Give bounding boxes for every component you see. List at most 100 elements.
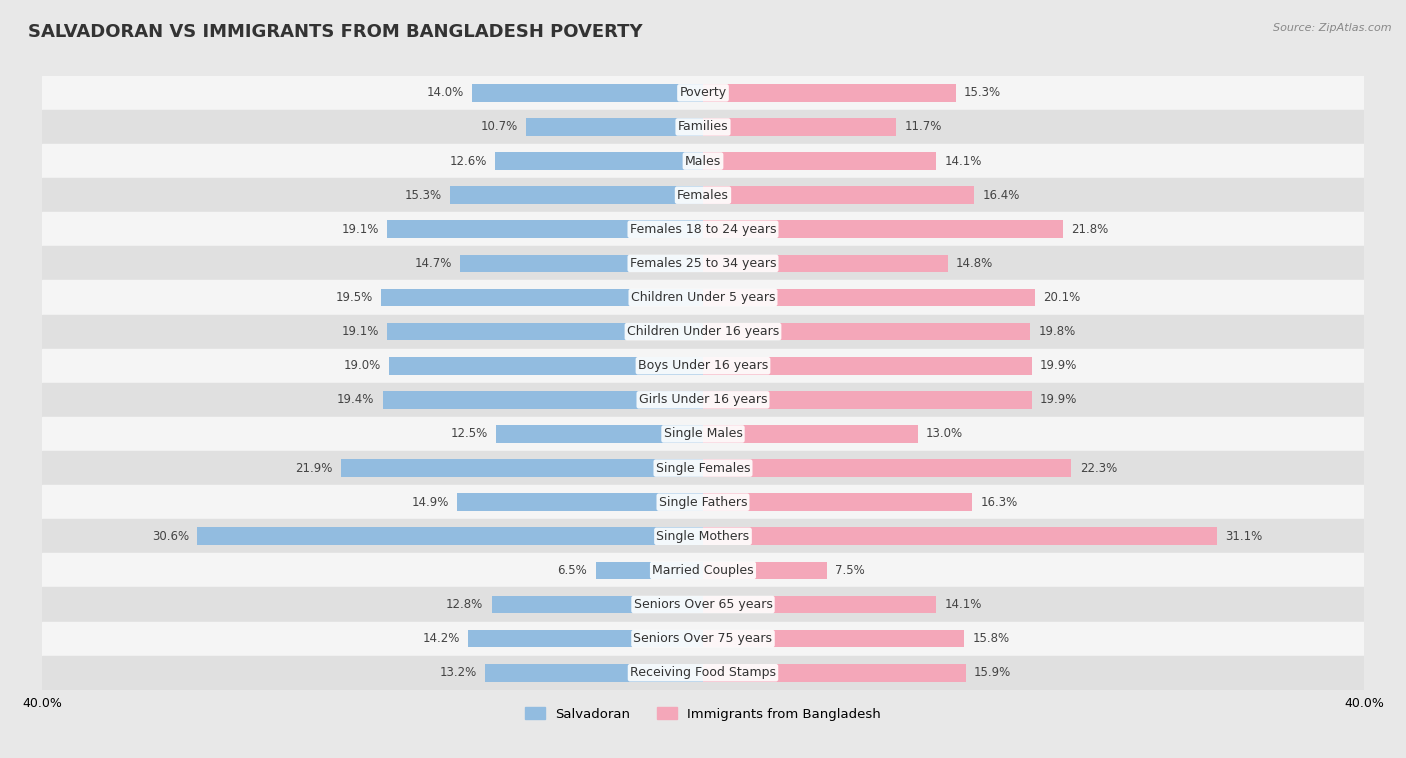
Bar	[42, 383, 1364, 417]
Bar	[42, 553, 1364, 587]
Bar	[42, 587, 1364, 622]
Bar	[703, 323, 1031, 340]
Bar	[471, 84, 703, 102]
Bar	[703, 221, 1063, 238]
Bar	[389, 357, 703, 374]
Text: 19.9%: 19.9%	[1040, 393, 1077, 406]
Bar	[42, 349, 1364, 383]
Bar	[703, 425, 918, 443]
Bar	[42, 76, 1364, 110]
Text: 12.8%: 12.8%	[446, 598, 484, 611]
Text: 19.0%: 19.0%	[343, 359, 381, 372]
Bar	[388, 323, 703, 340]
Bar	[42, 417, 1364, 451]
Bar	[42, 178, 1364, 212]
Text: 20.1%: 20.1%	[1043, 291, 1081, 304]
Bar	[450, 186, 703, 204]
Text: Children Under 5 years: Children Under 5 years	[631, 291, 775, 304]
Bar	[703, 186, 974, 204]
Bar	[526, 118, 703, 136]
Text: Seniors Over 65 years: Seniors Over 65 years	[634, 598, 772, 611]
Text: Single Mothers: Single Mothers	[657, 530, 749, 543]
Text: 15.3%: 15.3%	[965, 86, 1001, 99]
Bar	[703, 528, 1216, 545]
Legend: Salvadoran, Immigrants from Bangladesh: Salvadoran, Immigrants from Bangladesh	[520, 702, 886, 726]
Text: 14.9%: 14.9%	[411, 496, 449, 509]
Bar	[42, 485, 1364, 519]
Bar	[42, 246, 1364, 280]
Bar	[42, 144, 1364, 178]
Text: Females: Females	[678, 189, 728, 202]
Text: 19.1%: 19.1%	[342, 325, 380, 338]
Bar	[703, 459, 1071, 477]
Text: 22.3%: 22.3%	[1080, 462, 1116, 475]
Text: 14.1%: 14.1%	[945, 155, 981, 168]
Text: 11.7%: 11.7%	[904, 121, 942, 133]
Text: Children Under 16 years: Children Under 16 years	[627, 325, 779, 338]
Bar	[42, 280, 1364, 315]
Bar	[703, 289, 1035, 306]
Text: 13.0%: 13.0%	[927, 428, 963, 440]
Text: Single Fathers: Single Fathers	[659, 496, 747, 509]
Bar	[42, 656, 1364, 690]
Bar	[703, 152, 936, 170]
Bar	[703, 596, 936, 613]
Text: Boys Under 16 years: Boys Under 16 years	[638, 359, 768, 372]
Text: 21.8%: 21.8%	[1071, 223, 1109, 236]
Bar	[342, 459, 703, 477]
Bar	[388, 221, 703, 238]
Text: 19.4%: 19.4%	[337, 393, 374, 406]
Bar	[703, 357, 1032, 374]
Bar	[495, 152, 703, 170]
Text: 15.9%: 15.9%	[974, 666, 1011, 679]
Text: 7.5%: 7.5%	[835, 564, 865, 577]
Bar	[703, 493, 973, 511]
Bar	[596, 562, 703, 579]
Text: 10.7%: 10.7%	[481, 121, 517, 133]
Text: Girls Under 16 years: Girls Under 16 years	[638, 393, 768, 406]
Text: Seniors Over 75 years: Seniors Over 75 years	[634, 632, 772, 645]
Text: 19.5%: 19.5%	[336, 291, 373, 304]
Text: Source: ZipAtlas.com: Source: ZipAtlas.com	[1274, 23, 1392, 33]
Text: 15.3%: 15.3%	[405, 189, 441, 202]
Text: 14.8%: 14.8%	[956, 257, 993, 270]
Text: Single Females: Single Females	[655, 462, 751, 475]
Bar	[42, 519, 1364, 553]
Bar	[382, 391, 703, 409]
Bar	[703, 562, 827, 579]
Text: 19.8%: 19.8%	[1039, 325, 1076, 338]
Text: SALVADORAN VS IMMIGRANTS FROM BANGLADESH POVERTY: SALVADORAN VS IMMIGRANTS FROM BANGLADESH…	[28, 23, 643, 41]
Text: Married Couples: Married Couples	[652, 564, 754, 577]
Text: 12.6%: 12.6%	[449, 155, 486, 168]
Text: Single Males: Single Males	[664, 428, 742, 440]
Text: Females 18 to 24 years: Females 18 to 24 years	[630, 223, 776, 236]
Bar	[197, 528, 703, 545]
Text: 16.3%: 16.3%	[980, 496, 1018, 509]
Bar	[703, 118, 896, 136]
Text: 14.2%: 14.2%	[423, 632, 460, 645]
Text: 15.8%: 15.8%	[973, 632, 1010, 645]
Bar	[703, 84, 956, 102]
Text: 12.5%: 12.5%	[451, 428, 488, 440]
Bar	[42, 451, 1364, 485]
Bar	[703, 255, 948, 272]
Text: 19.1%: 19.1%	[342, 223, 380, 236]
Bar	[485, 664, 703, 681]
Text: 6.5%: 6.5%	[558, 564, 588, 577]
Text: 21.9%: 21.9%	[295, 462, 333, 475]
Bar	[381, 289, 703, 306]
Bar	[496, 425, 703, 443]
Bar	[468, 630, 703, 647]
Bar	[460, 255, 703, 272]
Text: 19.9%: 19.9%	[1040, 359, 1077, 372]
Text: Poverty: Poverty	[679, 86, 727, 99]
Bar	[42, 110, 1364, 144]
Text: Males: Males	[685, 155, 721, 168]
Bar	[703, 630, 965, 647]
Text: Families: Families	[678, 121, 728, 133]
Text: 14.0%: 14.0%	[426, 86, 464, 99]
Bar	[42, 315, 1364, 349]
Text: Females 25 to 34 years: Females 25 to 34 years	[630, 257, 776, 270]
Bar	[42, 622, 1364, 656]
Text: 14.7%: 14.7%	[415, 257, 451, 270]
